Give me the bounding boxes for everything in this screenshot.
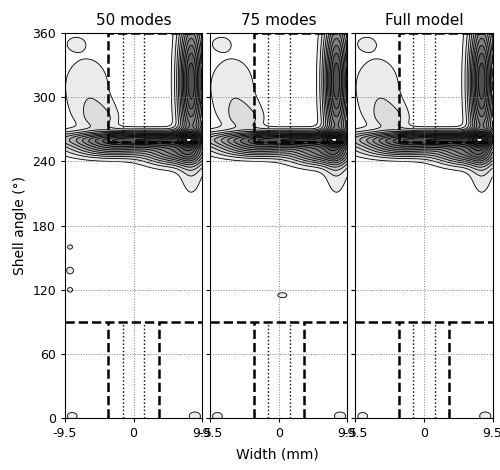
Title: 50 modes: 50 modes [96,13,172,28]
Bar [254,33,348,142]
Y-axis label: Shell angle (°): Shell angle (°) [12,176,26,275]
Title: 75 modes: 75 modes [241,13,316,28]
Bar [399,33,492,142]
Bar [108,33,202,142]
Text: Width (mm): Width (mm) [236,447,319,461]
Title: Full model: Full model [384,13,464,28]
